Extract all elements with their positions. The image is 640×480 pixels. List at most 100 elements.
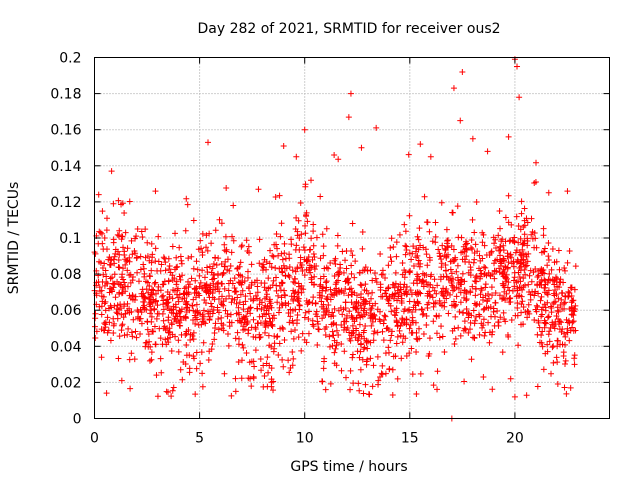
data-point: [229, 280, 236, 287]
data-point: [184, 201, 191, 208]
data-point: [123, 257, 130, 264]
data-point: [333, 327, 340, 334]
data-point: [410, 243, 417, 250]
data-point: [149, 251, 156, 258]
data-point: [278, 300, 285, 307]
data-point: [129, 274, 136, 281]
data-point: [288, 241, 295, 248]
data-point: [520, 284, 527, 291]
data-point: [306, 299, 313, 306]
data-point: [481, 332, 488, 339]
data-point: [133, 334, 140, 341]
data-point: [555, 321, 562, 328]
data-point: [477, 267, 484, 274]
data-point: [201, 274, 208, 281]
data-point: [392, 280, 399, 287]
data-point: [301, 247, 308, 254]
data-point: [410, 304, 417, 311]
data-point: [374, 353, 381, 360]
data-point: [366, 300, 373, 307]
data-point: [547, 303, 554, 310]
data-point: [449, 284, 456, 291]
data-point: [101, 282, 108, 289]
data-point: [274, 245, 281, 252]
data-point: [396, 289, 403, 296]
data-point: [193, 365, 200, 372]
data-point: [206, 230, 213, 237]
data-point: [307, 246, 314, 253]
data-point: [111, 280, 118, 287]
data-point: [239, 341, 246, 348]
data-point: [429, 284, 436, 291]
data-point: [399, 259, 406, 266]
data-point: [361, 327, 368, 334]
data-point: [545, 189, 552, 196]
data-point: [278, 250, 285, 257]
data-point: [335, 332, 342, 339]
data-point: [204, 247, 211, 254]
y-tick-label: 0.04: [50, 339, 81, 355]
data-point: [325, 311, 332, 318]
data-point: [181, 290, 188, 297]
data-point: [529, 228, 536, 235]
data-point: [438, 256, 445, 263]
data-point: [376, 316, 383, 323]
data-point: [345, 114, 352, 121]
data-point: [394, 333, 401, 340]
data-point: [471, 334, 478, 341]
data-point: [287, 313, 294, 320]
data-point: [552, 298, 559, 305]
data-point: [115, 355, 122, 362]
data-point: [296, 246, 303, 253]
data-point: [326, 343, 333, 350]
data-point: [365, 391, 372, 398]
data-point: [484, 297, 491, 304]
data-point: [105, 305, 112, 312]
data-point: [490, 305, 497, 312]
data-point: [416, 225, 423, 232]
data-point: [448, 242, 455, 249]
data-point: [277, 233, 284, 240]
data-point: [550, 343, 557, 350]
data-point: [308, 276, 315, 283]
data-point: [531, 288, 538, 295]
data-point: [144, 279, 151, 286]
data-point: [482, 264, 489, 271]
data-point: [348, 270, 355, 277]
data-point: [175, 337, 182, 344]
data-point: [551, 259, 558, 266]
data-point: [437, 253, 444, 260]
chart-title: Day 282 of 2021, SRMTID for receiver ous…: [197, 21, 500, 37]
data-point: [306, 308, 313, 315]
data-point: [324, 296, 331, 303]
data-point: [226, 293, 233, 300]
data-point: [206, 263, 213, 270]
data-point: [175, 294, 182, 301]
data-point: [290, 355, 297, 362]
data-point: [518, 260, 525, 267]
data-point: [265, 369, 272, 376]
data-point: [112, 294, 119, 301]
data-point: [98, 311, 105, 318]
data-point: [466, 326, 473, 333]
data-point: [146, 257, 153, 264]
data-point: [310, 294, 317, 301]
data-point: [497, 225, 504, 232]
data-point: [278, 279, 285, 286]
data-point: [131, 248, 138, 255]
data-point: [210, 261, 217, 268]
data-point: [524, 237, 531, 244]
data-point: [103, 246, 110, 253]
data-point: [563, 390, 570, 397]
data-point: [357, 366, 364, 373]
data-point: [549, 344, 556, 351]
data-point: [130, 316, 137, 323]
data-point: [190, 217, 197, 224]
data-point: [212, 324, 219, 331]
data-point: [375, 377, 382, 384]
data-point: [461, 248, 468, 255]
data-point: [176, 322, 183, 329]
data-point: [147, 299, 154, 306]
data-point: [443, 226, 450, 233]
data-point: [550, 359, 557, 366]
